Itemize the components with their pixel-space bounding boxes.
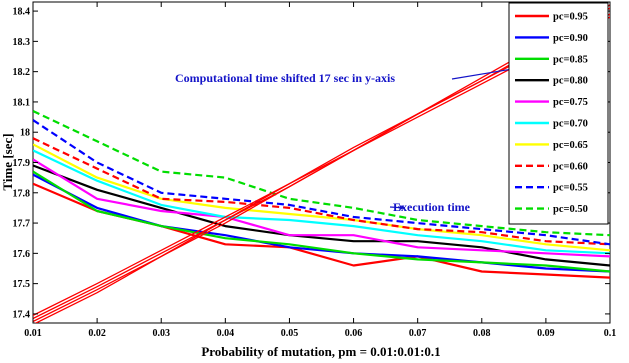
x-tick-label: 0.1 <box>604 328 617 339</box>
annotation-execution-time: Execution time <box>393 200 471 214</box>
legend-label: pc=0.60 <box>553 161 588 172</box>
y-tick-label: 17.8 <box>13 188 31 199</box>
series-line-pc-0-85 <box>33 170 610 273</box>
y-tick-label: 18 <box>20 128 30 139</box>
series-line-pc-0-90 <box>33 173 610 273</box>
legend-label: pc=0.90 <box>553 33 588 44</box>
x-tick-label: 0.06 <box>345 328 363 339</box>
annotation-computational-time: Computational time shifted 17 sec in y-a… <box>175 71 395 85</box>
legend-label: pc=0.55 <box>553 183 588 194</box>
x-tick-label: 0.01 <box>24 328 42 339</box>
legend: pc=0.95 pc=0.90 pc=0.85 pc=0.80 pc=0.75 pc=0.… <box>508 2 609 225</box>
legend-box <box>508 2 609 225</box>
series-line-pc-0-70 <box>33 149 610 255</box>
series-line-pc-0-55 <box>33 119 610 246</box>
legend-label: pc=0.85 <box>553 54 588 65</box>
series-line-pc-0-60 <box>33 137 610 246</box>
tick-layer: 0.01 0.02 0.03 0.04 0.05 0.06 0.07 0.08 0.09 0.1 1… <box>13 2 617 339</box>
y-tick-label: 17.4 <box>13 309 31 320</box>
y-tick-label: 18.1 <box>13 97 31 108</box>
y-tick-label: 18.2 <box>13 67 31 78</box>
legend-label: pc=0.50 <box>553 204 588 215</box>
y-tick-label: 18.3 <box>13 37 31 48</box>
y-tick-label: 17.6 <box>13 249 31 260</box>
legend-label: pc=0.95 <box>553 12 588 23</box>
y-tick-label: 18.4 <box>13 7 31 18</box>
x-tick-label: 0.04 <box>217 328 235 339</box>
y-tick-label: 17.7 <box>13 219 31 230</box>
x-axis-label: Probability of mutation, pm = 0.01:0.01:… <box>201 344 440 359</box>
series-line-pc-0-65 <box>33 143 610 252</box>
x-tick-label: 0.02 <box>88 328 106 339</box>
x-tick-label: 0.07 <box>409 328 427 339</box>
x-tick-label: 0.08 <box>473 328 491 339</box>
legend-label: pc=0.80 <box>553 76 588 87</box>
series-line-pc-0-80 <box>33 164 610 267</box>
y-tick-label: 17.5 <box>13 279 31 290</box>
y-tick-label: 17.9 <box>13 158 31 169</box>
legend-label: pc=0.65 <box>553 140 588 151</box>
y-axis-label: Time [sec] <box>0 133 15 190</box>
series-line-pc-0-75 <box>33 158 610 258</box>
x-tick-label: 0.03 <box>152 328 170 339</box>
legend-label: pc=0.75 <box>553 97 588 108</box>
annotation-arrow-execution <box>389 204 405 211</box>
x-tick-label: 0.05 <box>281 328 299 339</box>
x-tick-label: 0.09 <box>537 328 555 339</box>
legend-label: pc=0.70 <box>553 119 588 130</box>
series-line-pc-0-50 <box>33 110 610 237</box>
